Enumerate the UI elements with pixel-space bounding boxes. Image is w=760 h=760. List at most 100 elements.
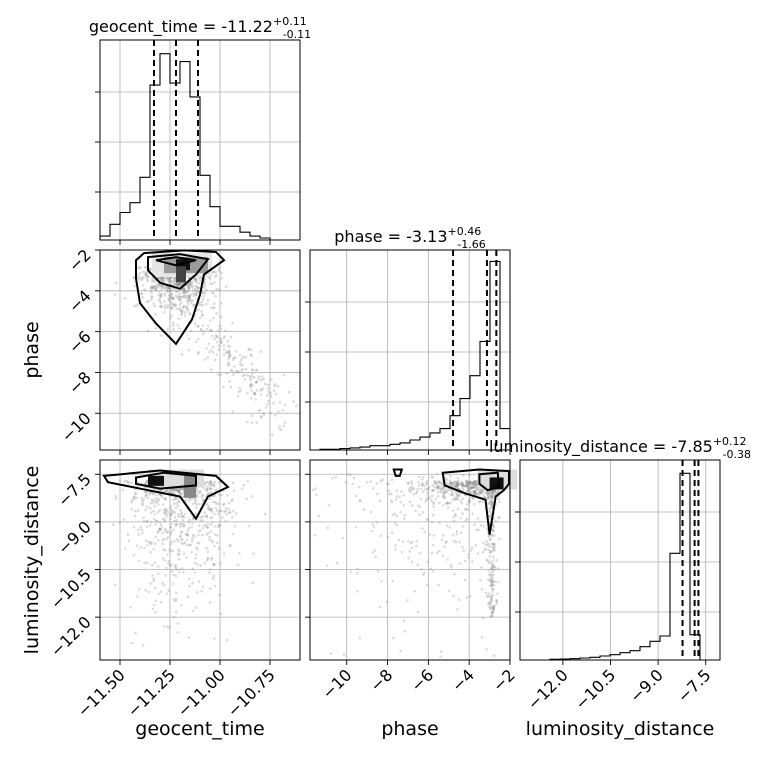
sample-point xyxy=(287,390,291,394)
sample-point xyxy=(276,410,280,413)
sample-point xyxy=(154,611,157,614)
sample-point xyxy=(443,545,446,548)
sample-point xyxy=(176,488,180,492)
sample-point xyxy=(167,277,170,281)
sample-point xyxy=(182,287,186,290)
sample-point xyxy=(372,525,376,529)
sample-point xyxy=(207,506,211,510)
sample-point xyxy=(472,497,475,501)
sample-point xyxy=(163,518,167,521)
sample-point xyxy=(166,530,170,534)
sample-point xyxy=(460,484,464,488)
sample-point xyxy=(281,409,285,412)
sample-point xyxy=(480,566,483,569)
sample-point xyxy=(160,278,163,281)
sample-point xyxy=(395,524,399,527)
sample-point xyxy=(406,482,410,485)
sample-point xyxy=(185,306,189,309)
sample-point xyxy=(158,298,161,301)
sample-point xyxy=(217,344,221,348)
sample-point xyxy=(176,497,180,501)
sample-point xyxy=(151,286,154,289)
sample-point xyxy=(449,563,453,567)
sample-point xyxy=(180,310,184,313)
sample-point xyxy=(208,508,212,512)
sample-point xyxy=(211,500,215,504)
x-tick-label-phase-0: −10 xyxy=(318,665,355,702)
sample-point xyxy=(194,293,198,297)
sample-point xyxy=(226,493,229,497)
sample-point xyxy=(224,329,228,332)
sample-point xyxy=(231,481,235,485)
sample-point xyxy=(441,504,445,507)
sample-point xyxy=(127,480,130,484)
sample-point xyxy=(201,494,204,497)
sample-point xyxy=(432,534,436,537)
sample-point xyxy=(492,489,496,492)
sample-point xyxy=(492,542,496,546)
sample-point xyxy=(169,306,173,310)
sample-point xyxy=(159,600,163,604)
sample-point xyxy=(452,482,456,485)
sample-point xyxy=(150,277,154,281)
sample-point xyxy=(178,549,181,553)
sample-point xyxy=(175,488,179,492)
sample-point xyxy=(395,489,399,493)
sample-point xyxy=(188,311,191,315)
sample-point xyxy=(492,555,495,558)
sample-point xyxy=(185,290,189,294)
sample-point xyxy=(167,297,170,301)
sample-point xyxy=(163,292,166,295)
sample-point xyxy=(158,284,162,287)
sample-point xyxy=(211,484,215,487)
sample-point xyxy=(182,288,186,292)
sample-point xyxy=(191,567,195,570)
sample-point xyxy=(468,473,471,477)
sample-point xyxy=(428,496,432,500)
sample-point xyxy=(490,598,494,602)
sample-point xyxy=(136,303,140,306)
sample-point xyxy=(154,522,157,526)
sample-point xyxy=(461,525,465,528)
sample-point xyxy=(183,289,187,293)
sample-point xyxy=(208,329,211,333)
sample-point xyxy=(183,287,187,291)
sample-point xyxy=(473,502,476,506)
sample-point xyxy=(473,483,476,487)
sample-point xyxy=(283,403,287,407)
sample-point xyxy=(201,324,205,327)
sample-point xyxy=(313,533,317,537)
sample-point xyxy=(474,485,478,489)
sample-point xyxy=(489,566,493,570)
sample-point xyxy=(325,564,329,567)
sample-point xyxy=(160,279,163,282)
sample-point xyxy=(209,479,212,483)
sample-point xyxy=(457,483,460,487)
sample-point xyxy=(205,546,208,550)
sample-point xyxy=(491,534,494,537)
sample-point xyxy=(488,606,491,609)
sample-point xyxy=(179,531,183,534)
sample-point xyxy=(186,294,190,298)
sample-point xyxy=(490,565,494,568)
sample-point xyxy=(491,528,494,532)
sample-point xyxy=(391,579,395,583)
sample-point xyxy=(492,583,495,587)
sample-point xyxy=(163,490,167,493)
sample-point xyxy=(149,286,153,290)
sample-point xyxy=(238,551,241,555)
sample-point xyxy=(475,480,478,484)
sample-point xyxy=(424,499,428,503)
sample-point xyxy=(489,584,493,588)
sample-point xyxy=(444,502,448,506)
sample-point xyxy=(220,509,223,513)
sample-point xyxy=(472,489,475,493)
y-tick-label-phase-3: −4 xyxy=(65,286,95,316)
sample-point xyxy=(417,475,421,479)
sample-point xyxy=(163,310,166,314)
sample-point xyxy=(490,597,493,600)
sample-point xyxy=(387,489,391,493)
sample-point xyxy=(227,354,231,358)
sample-point xyxy=(168,296,171,300)
sample-point xyxy=(461,482,465,486)
